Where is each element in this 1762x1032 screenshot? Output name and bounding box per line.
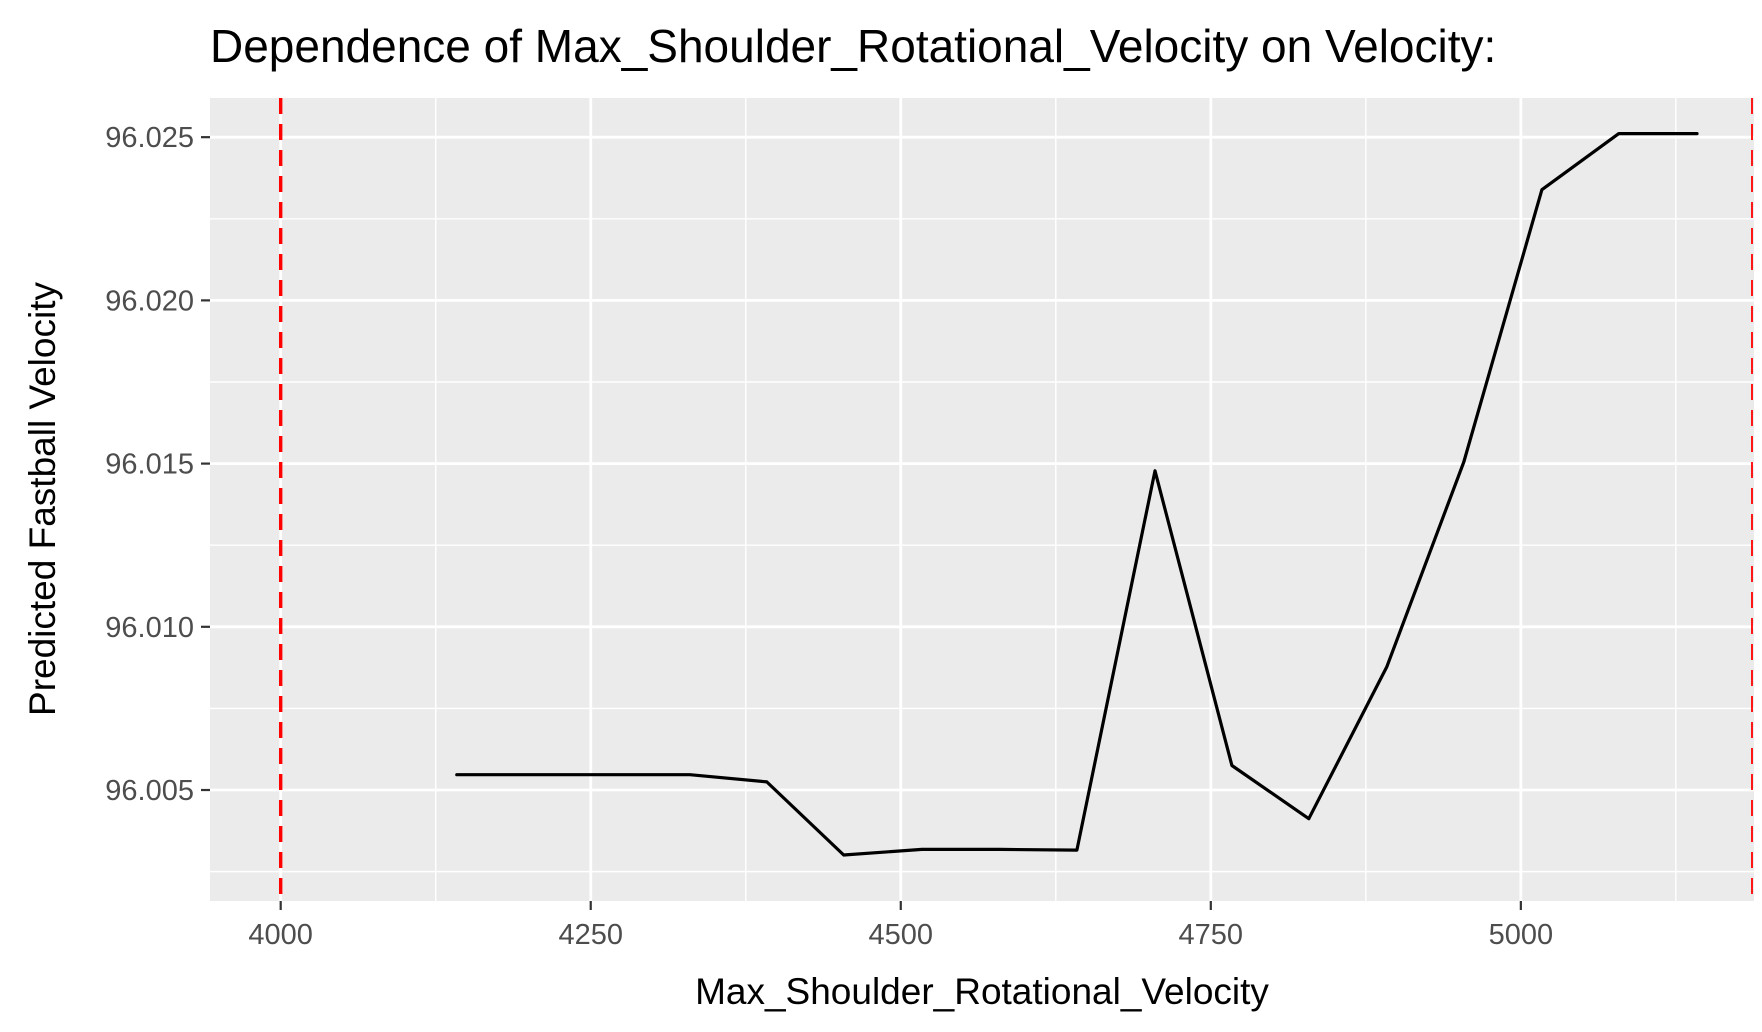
x-tick-label: 4000: [248, 919, 313, 951]
plot-panel: [210, 98, 1754, 901]
axis-ticks: 4000 4250 4500 4750 5000 96.005 96.010 96.015 96…: [105, 122, 1553, 951]
x-tick-label: 4750: [1179, 919, 1244, 951]
y-tick-label: 96.010: [105, 612, 194, 644]
y-tick-label: 96.015: [105, 449, 194, 481]
reference-lines: [278, 98, 1753, 901]
series-line: [455, 132, 1699, 857]
y-tick-label: 96.005: [105, 775, 194, 807]
chart-title: Dependence of Max_Shoulder_Rotational_Ve…: [210, 20, 1496, 72]
x-axis-title: Max_Shoulder_Rotational_Velocity: [695, 971, 1269, 1012]
y-tick-label: 96.020: [105, 285, 194, 317]
y-tick-label: 96.025: [105, 122, 194, 154]
x-tick-label: 5000: [1489, 919, 1554, 951]
x-tick-label: 4250: [558, 919, 623, 951]
x-tick-label: 4500: [869, 919, 934, 951]
series-layer: [455, 132, 1699, 857]
y-axis-title: Predicted Fastball Velocity: [22, 282, 63, 716]
